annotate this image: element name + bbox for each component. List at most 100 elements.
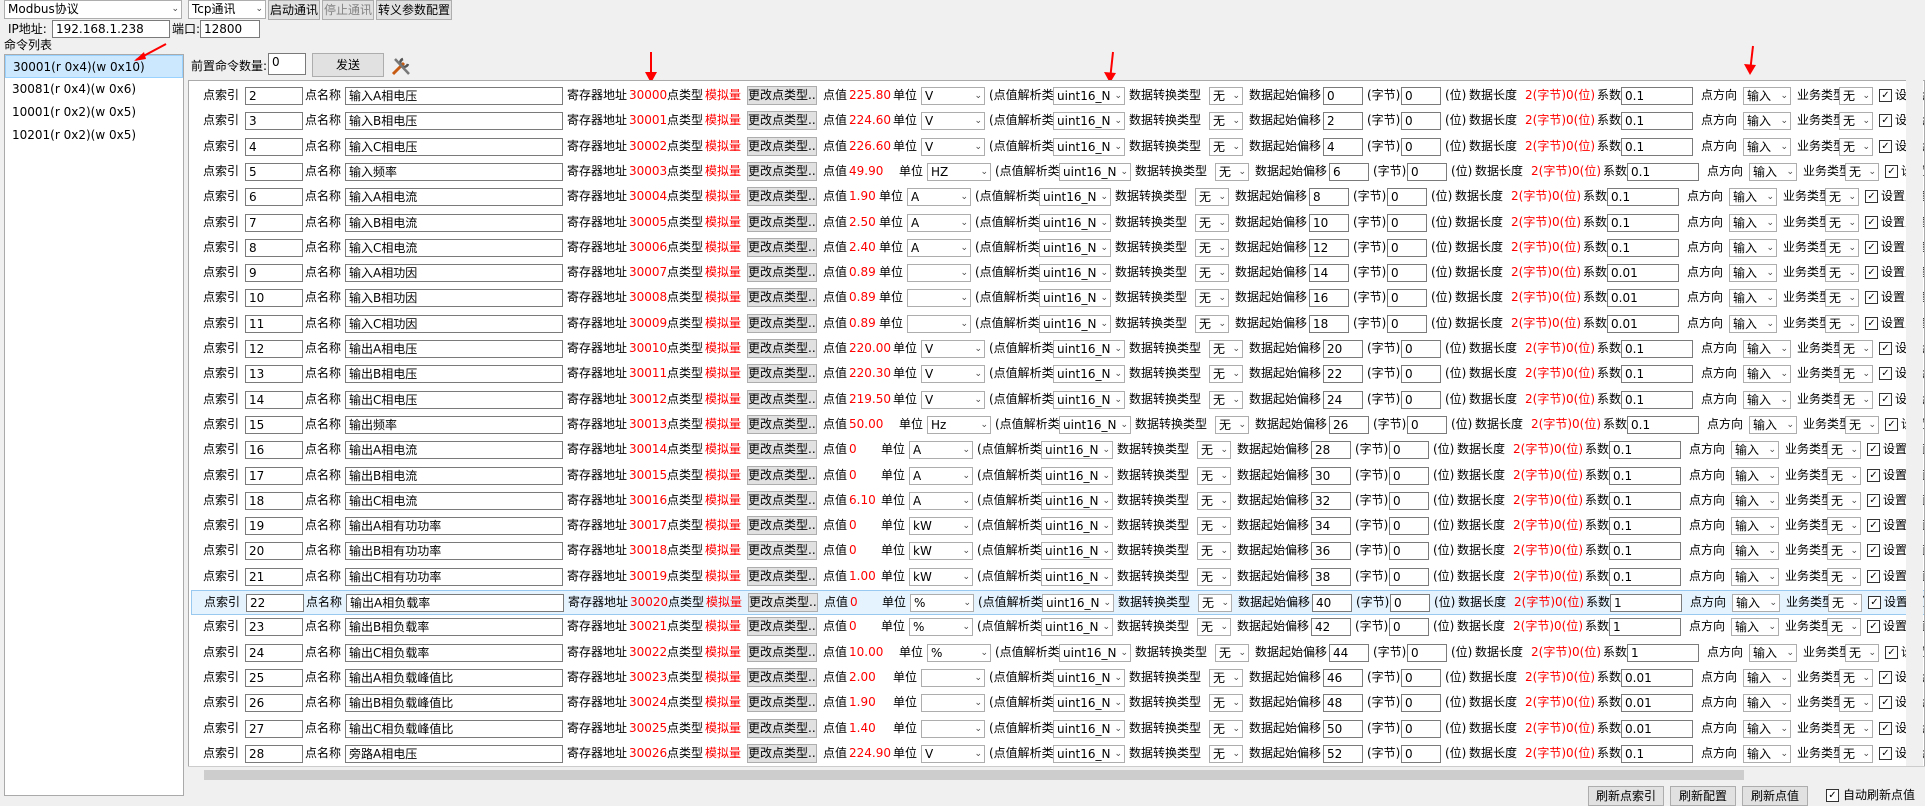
- biz-select[interactable]: 无 ⌄: [1825, 213, 1859, 232]
- offset-field[interactable]: 42: [1311, 618, 1351, 637]
- parse-select[interactable]: uint16_N ⌄: [1053, 340, 1125, 358]
- unit-select[interactable]: V ⌄: [921, 340, 985, 358]
- dir-select[interactable]: 输入 ⌄: [1743, 87, 1791, 105]
- unit-select[interactable]: kW ⌄: [909, 567, 973, 586]
- bit-field[interactable]: 0: [1389, 491, 1429, 510]
- unit-select[interactable]: % ⌄: [909, 618, 973, 637]
- name-field[interactable]: 旁路A相电压: [345, 744, 563, 763]
- table-row[interactable]: 点索引 23 点名称 输出B相负载率 寄存器地址 30021 点类型 模拟量 更改点类型... 点…: [191, 615, 1924, 640]
- table-row[interactable]: 点索引 5 点名称 输入频率 寄存器地址 30003 点类型 模拟量 更改点类型... 点值 49.…: [191, 160, 1924, 185]
- change-type-button[interactable]: 更改点类型...: [747, 136, 817, 156]
- biz-select[interactable]: 无 ⌄: [1827, 466, 1861, 485]
- dir-select[interactable]: 输入 ⌄: [1743, 137, 1791, 156]
- biz-select[interactable]: 无 ⌄: [1839, 340, 1873, 358]
- bit-field[interactable]: 0: [1401, 340, 1441, 358]
- conv-select[interactable]: 无 ⌄: [1215, 415, 1249, 434]
- biz-select[interactable]: 无 ⌄: [1839, 668, 1873, 687]
- table-row[interactable]: 点索引 18 点名称 输出C相电流 寄存器地址 30016 点类型 模拟量 更改点类型... 点值…: [191, 489, 1924, 514]
- table-row[interactable]: 点索引 15 点名称 输出频率 寄存器地址 30013 点类型 模拟量 更改点类型... 点值 50…: [191, 413, 1924, 438]
- conv-select[interactable]: 无 ⌄: [1209, 137, 1243, 156]
- coef-field[interactable]: 0.1: [1621, 112, 1693, 131]
- name-field[interactable]: 输出A相电压: [345, 340, 563, 358]
- set-value-checkbox[interactable]: ✓: [1879, 670, 1892, 684]
- change-type-button[interactable]: 更改点类型...: [748, 593, 818, 612]
- dir-select[interactable]: 输入 ⌄: [1731, 542, 1779, 561]
- name-field[interactable]: 输出B相有功功率: [345, 542, 563, 561]
- list-item[interactable]: 10201(r 0x2)(w 0x5): [12, 128, 137, 142]
- set-value-checkbox[interactable]: ✓: [1865, 215, 1878, 229]
- dir-select[interactable]: 输入 ⌄: [1729, 188, 1777, 207]
- unit-select[interactable]: ⌄: [907, 289, 971, 308]
- bit-field[interactable]: 0: [1387, 188, 1427, 207]
- biz-select[interactable]: 无 ⌄: [1825, 238, 1859, 257]
- change-type-button[interactable]: 更改点类型...: [747, 642, 817, 662]
- bit-field[interactable]: 0: [1407, 643, 1447, 662]
- table-row[interactable]: 点索引 14 点名称 输出C相电压 寄存器地址 30012 点类型 模拟量 更改点类型... 点值…: [191, 388, 1924, 413]
- conv-select[interactable]: 无 ⌄: [1195, 289, 1229, 308]
- bit-field[interactable]: 0: [1389, 542, 1429, 561]
- change-type-button[interactable]: 更改点类型...: [747, 288, 817, 308]
- list-item[interactable]: 30081(r 0x4)(w 0x6): [12, 82, 137, 96]
- table-row[interactable]: 点索引 2 点名称 输入A相电压 寄存器地址 30000 点类型 模拟量 更改点类型... 点值 2…: [191, 84, 1924, 109]
- offset-field[interactable]: 8: [1309, 188, 1349, 207]
- dir-select[interactable]: 输入 ⌄: [1729, 264, 1777, 283]
- idx-field[interactable]: 15: [245, 415, 303, 434]
- name-field[interactable]: 输出C相负载率: [345, 643, 563, 662]
- offset-field[interactable]: 40: [1312, 594, 1352, 612]
- table-row[interactable]: 点索引 6 点名称 输入A相电流 寄存器地址 30004 点类型 模拟量 更改点类型... 点值 1…: [191, 185, 1924, 210]
- set-value-checkbox[interactable]: ✓: [1867, 443, 1880, 457]
- name-field[interactable]: 输出C相有功功率: [345, 567, 563, 586]
- refresh-values-button[interactable]: 刷新点值: [1742, 786, 1808, 806]
- name-field[interactable]: 输出A相负载峰值比: [345, 668, 563, 687]
- offset-field[interactable]: 52: [1323, 744, 1363, 763]
- conv-select[interactable]: 无 ⌄: [1209, 365, 1243, 384]
- change-type-button[interactable]: 更改点类型...: [747, 465, 817, 485]
- change-type-button[interactable]: 更改点类型...: [747, 111, 817, 131]
- parse-select[interactable]: uint16_N ⌄: [1039, 289, 1111, 308]
- coef-field[interactable]: 0.01: [1621, 719, 1693, 738]
- dir-select[interactable]: 输入 ⌄: [1731, 441, 1779, 460]
- table-row[interactable]: 点索引 17 点名称 输出B相电流 寄存器地址 30015 点类型 模拟量 更改点类型... 点值…: [191, 464, 1924, 489]
- parse-select[interactable]: uint16_N ⌄: [1041, 618, 1113, 637]
- dir-select[interactable]: 输入 ⌄: [1743, 365, 1791, 384]
- name-field[interactable]: 输入A相电流: [345, 188, 563, 207]
- unit-select[interactable]: A ⌄: [909, 441, 973, 460]
- set-value-checkbox[interactable]: ✓: [1879, 367, 1892, 381]
- conv-select[interactable]: 无 ⌄: [1197, 618, 1231, 637]
- biz-select[interactable]: 无 ⌄: [1845, 643, 1879, 662]
- coef-field[interactable]: 1: [1627, 643, 1699, 662]
- dir-select[interactable]: 输入 ⌄: [1729, 213, 1777, 232]
- biz-select[interactable]: 无 ⌄: [1839, 744, 1873, 763]
- biz-select[interactable]: 无 ⌄: [1827, 441, 1861, 460]
- dir-select[interactable]: 输入 ⌄: [1729, 289, 1777, 308]
- biz-select[interactable]: 无 ⌄: [1827, 542, 1861, 561]
- table-row[interactable]: 点索引 12 点名称 输出A相电压 寄存器地址 30010 点类型 模拟量 更改点类型... 点值…: [191, 337, 1924, 362]
- name-field[interactable]: 输入B相功因: [345, 289, 563, 308]
- conv-select[interactable]: 无 ⌄: [1209, 112, 1243, 131]
- parse-select[interactable]: uint16_N ⌄: [1053, 744, 1125, 763]
- bit-field[interactable]: 0: [1401, 390, 1441, 409]
- conv-select[interactable]: 无 ⌄: [1197, 466, 1231, 485]
- unit-select[interactable]: ⌄: [907, 314, 971, 333]
- change-type-button[interactable]: 更改点类型...: [747, 440, 817, 460]
- bit-field[interactable]: 0: [1389, 618, 1429, 637]
- idx-field[interactable]: 25: [245, 668, 303, 687]
- biz-select[interactable]: 无 ⌄: [1839, 719, 1873, 738]
- coef-field[interactable]: 0.01: [1607, 264, 1679, 283]
- conv-select[interactable]: 无 ⌄: [1197, 542, 1231, 561]
- biz-select[interactable]: 无 ⌄: [1828, 594, 1862, 612]
- offset-field[interactable]: 20: [1323, 340, 1363, 358]
- dir-select[interactable]: 输入 ⌄: [1743, 112, 1791, 131]
- coef-field[interactable]: 0.1: [1609, 466, 1681, 485]
- unit-select[interactable]: ⌄: [921, 719, 985, 738]
- bit-field[interactable]: 0: [1401, 112, 1441, 131]
- conv-select[interactable]: 无 ⌄: [1195, 188, 1229, 207]
- dir-select[interactable]: 输入 ⌄: [1731, 567, 1779, 586]
- send-button[interactable]: 发送: [312, 53, 384, 77]
- unit-select[interactable]: A ⌄: [909, 466, 973, 485]
- table-row[interactable]: 点索引 11 点名称 输入C相功因 寄存器地址 30009 点类型 模拟量 更改点类型... 点值…: [191, 312, 1924, 337]
- parse-select[interactable]: uint16_N ⌄: [1041, 491, 1113, 510]
- offset-field[interactable]: 36: [1311, 542, 1351, 561]
- unit-select[interactable]: V ⌄: [921, 365, 985, 384]
- conv-select[interactable]: 无 ⌄: [1197, 517, 1231, 536]
